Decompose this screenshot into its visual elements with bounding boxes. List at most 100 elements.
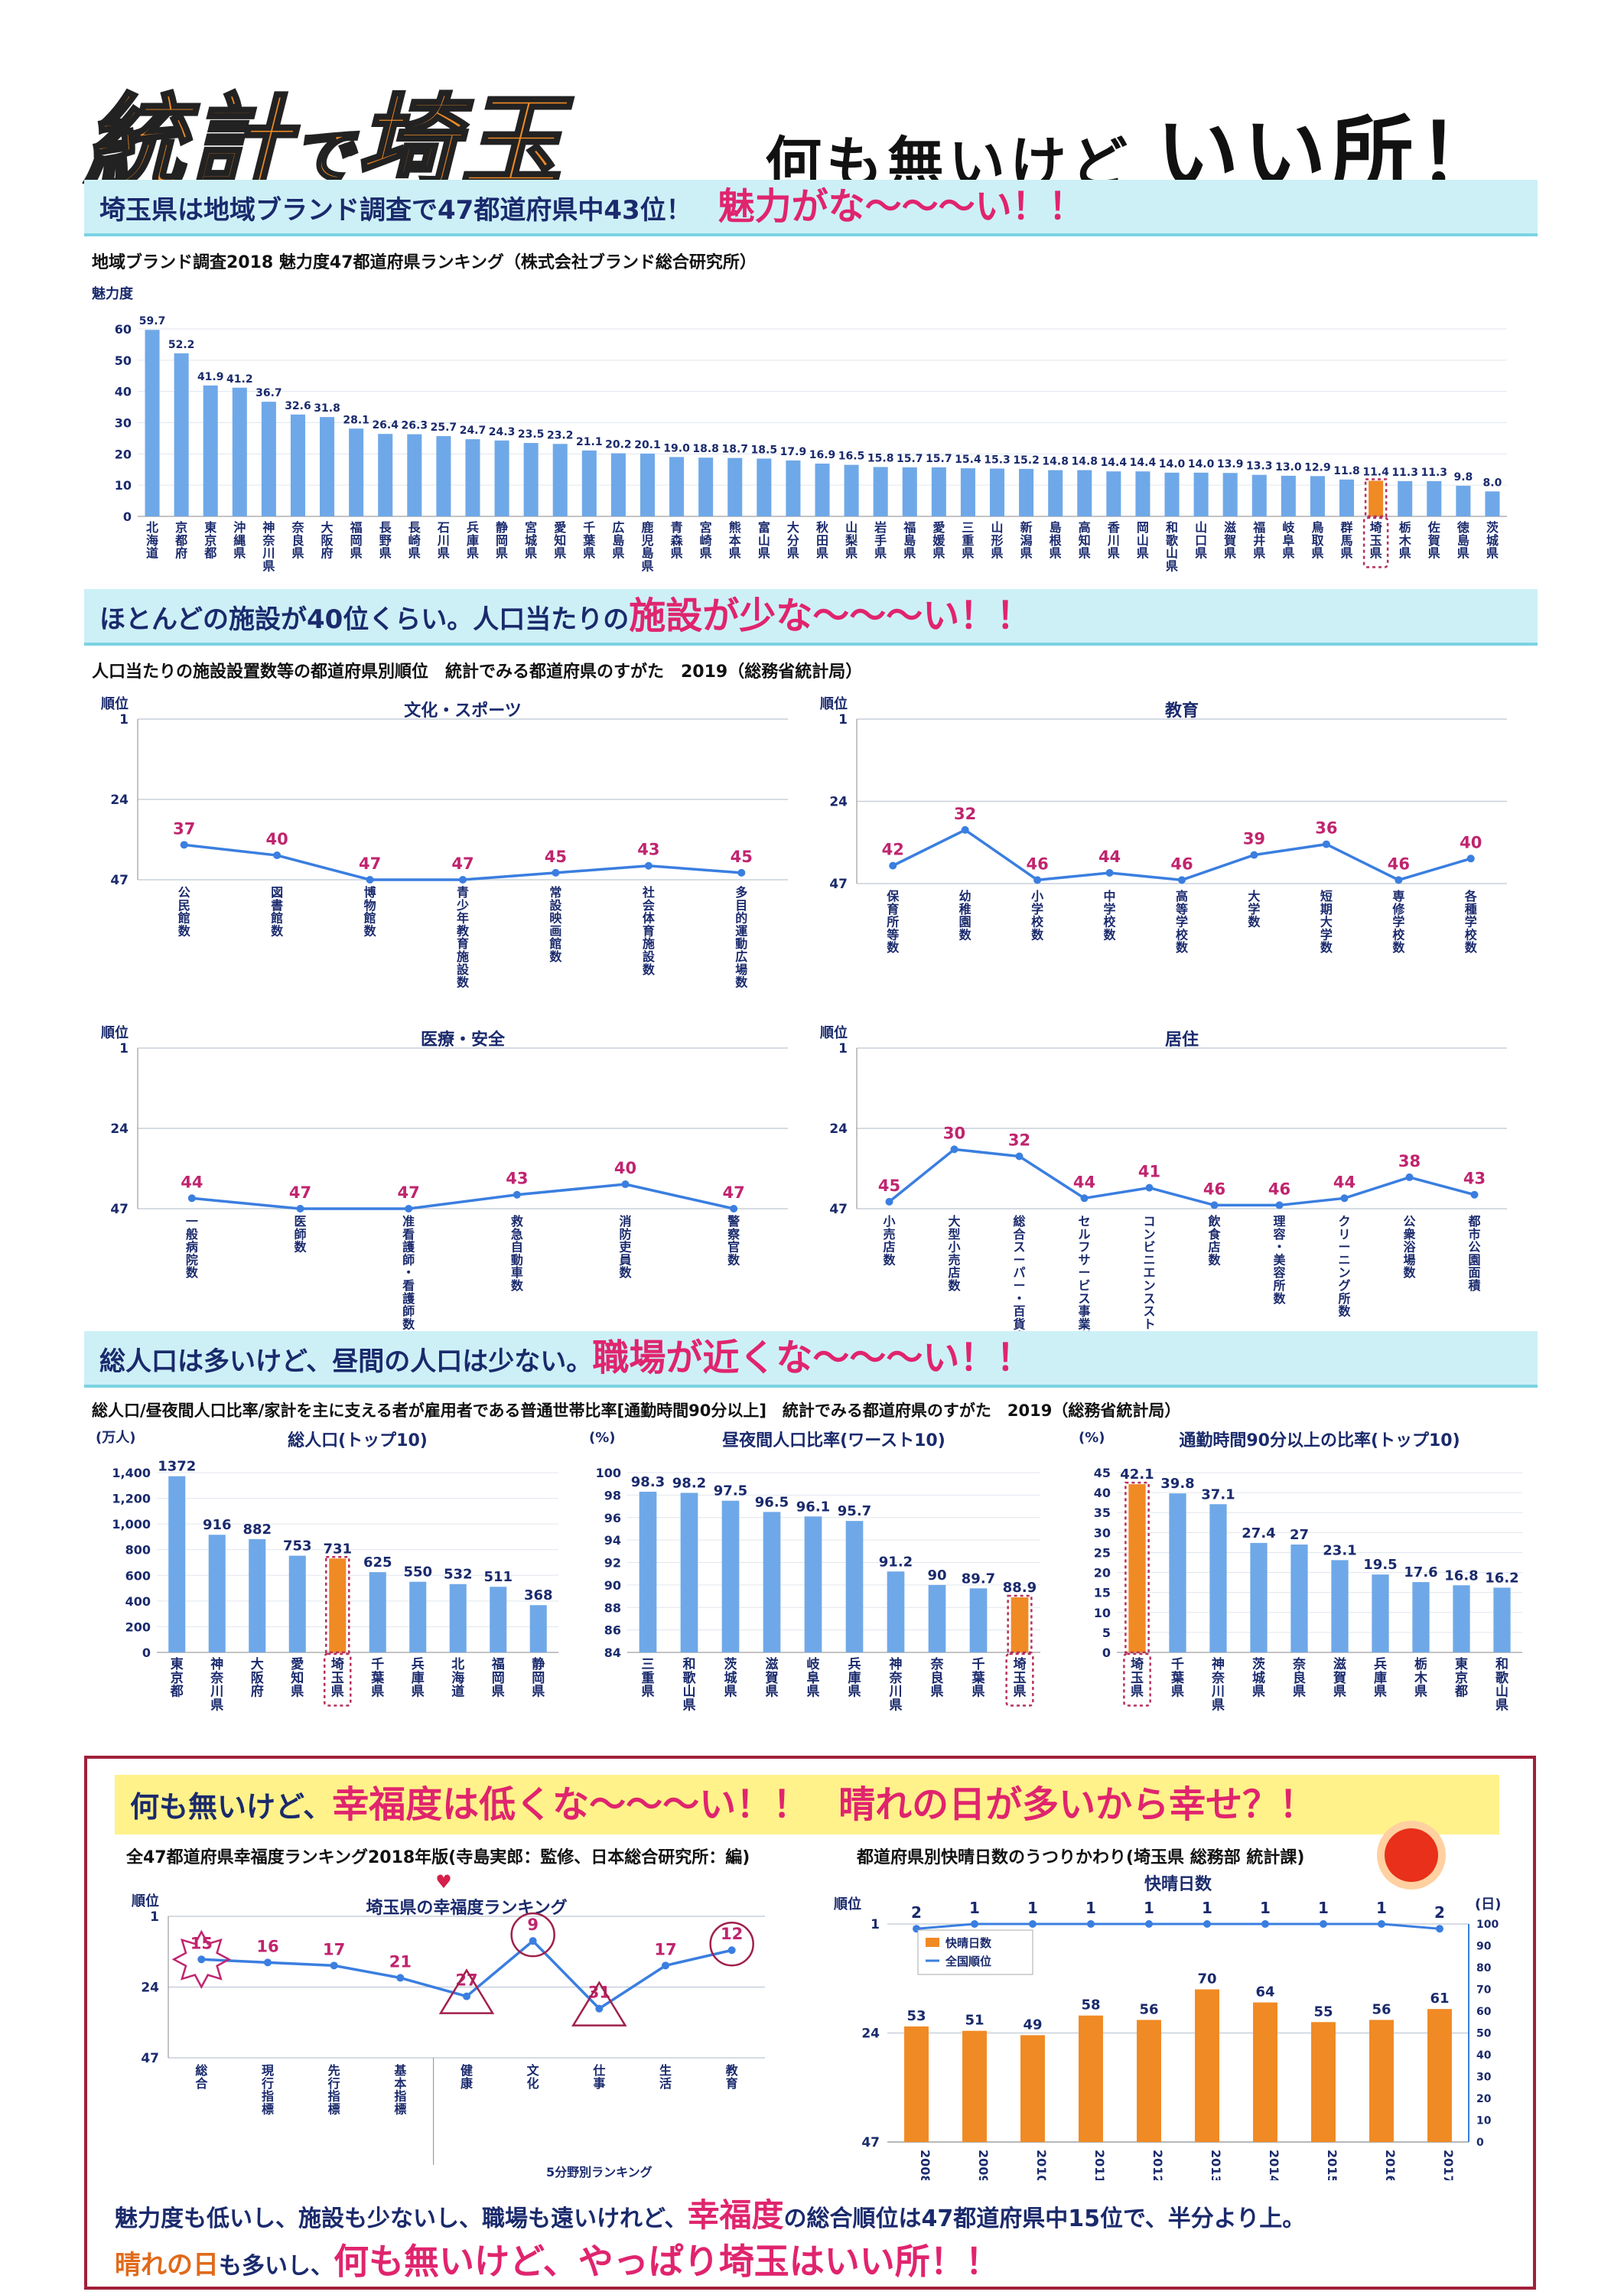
section1-banner-highlight: 魅力がな〜〜〜い！！ <box>718 185 1085 228</box>
data-point <box>1105 868 1114 877</box>
data-label: 23.5 <box>518 428 545 441</box>
data-label: 18.5 <box>751 444 778 456</box>
data-label: 19.5 <box>1363 1557 1397 1573</box>
data-label: 70 <box>1197 1971 1216 1987</box>
bar <box>1077 470 1092 516</box>
x-tick-label: 島根県 <box>1050 520 1062 561</box>
x-tick-label: 岐阜県 <box>807 1656 821 1700</box>
data-label: 11.3 <box>1421 467 1448 479</box>
right-tick-label: 50 <box>1476 2028 1492 2040</box>
data-label: 26.4 <box>372 419 399 431</box>
x-tick-label: 東京都 <box>203 520 216 561</box>
rank-label: 1 <box>1202 1899 1212 1917</box>
data-label: 14.4 <box>1130 457 1157 469</box>
x-tick-label: 秋田県 <box>816 520 829 561</box>
bar <box>989 468 1005 516</box>
rank-label: 1 <box>1376 1899 1387 1917</box>
y-tick-label: 45 <box>1094 1466 1111 1480</box>
data-point <box>1210 1201 1219 1209</box>
y-tick-label: 25 <box>1094 1545 1111 1560</box>
data-label: 51 <box>965 2013 984 2029</box>
data-point <box>1395 876 1403 884</box>
rank-label: 1 <box>1318 1899 1329 1917</box>
bar <box>168 1476 186 1652</box>
bar <box>1195 1989 1219 2142</box>
conclusion1-highlight: 幸福度 <box>687 2196 784 2234</box>
rank-label: 1 <box>1027 1899 1038 1917</box>
data-label: 14.8 <box>1042 456 1069 468</box>
data-label: 17.9 <box>780 446 807 458</box>
data-label: 17 <box>323 1940 345 1958</box>
data-label: 97.5 <box>714 1483 747 1499</box>
data-label: 91.2 <box>879 1554 913 1570</box>
y-axis-label: 順位 <box>132 1893 159 1909</box>
x-tick-label: 千葉県 <box>971 1657 986 1700</box>
data-label: 44 <box>1333 1173 1356 1191</box>
x-tick-label: 佐賀県 <box>1427 520 1440 561</box>
bar <box>494 440 509 516</box>
data-label: 18.7 <box>721 444 748 456</box>
y-tick-label: 35 <box>1094 1506 1111 1520</box>
x-tick-label: 愛知県 <box>554 520 566 561</box>
data-label: 13.0 <box>1275 461 1302 474</box>
y-tick-label: 94 <box>604 1533 621 1548</box>
x-tick-label: 神奈川県 <box>262 520 275 573</box>
x-tick-label: 准看護師・看護師数 <box>402 1214 415 1331</box>
y-tick-label: 15 <box>1094 1586 1111 1600</box>
data-point <box>1250 851 1258 859</box>
data-label: 19.0 <box>663 442 690 454</box>
y-tick-label: 84 <box>604 1646 621 1660</box>
data-label: 45 <box>545 848 567 866</box>
bar <box>203 385 218 516</box>
bar <box>1019 468 1034 516</box>
chart-title: 医療・安全 <box>421 1030 506 1050</box>
data-point <box>463 1992 470 2000</box>
series-line <box>888 1148 1475 1207</box>
happiness-ranking-chart: ♥埼玉県の幸福度ランキング順位1244715総合16現行指標17先行指標21基本… <box>132 1871 765 2179</box>
conclusion2-text: も多いし、 <box>219 2253 334 2280</box>
section2-banner-highlight: 施設が少な〜〜〜い！！ <box>629 594 1033 637</box>
y-tick-label: 86 <box>604 1623 621 1638</box>
data-label: 625 <box>363 1554 392 1571</box>
x-tick-label: 山梨県 <box>845 520 858 561</box>
x-tick-label: 一般病院数 <box>186 1214 199 1280</box>
rank-label: 1 <box>969 1899 980 1917</box>
bar <box>1106 471 1121 516</box>
data-label: 532 <box>444 1567 473 1583</box>
data-label: 44 <box>1073 1173 1095 1191</box>
bar <box>232 387 247 516</box>
x-tick-label: 山形県 <box>991 520 1004 561</box>
bar <box>490 1587 507 1652</box>
x-tick-label: 愛知県 <box>290 1656 304 1700</box>
bar <box>1209 1504 1227 1652</box>
x-tick-label: 常設映画館数 <box>549 885 562 964</box>
x-tick-label: 小学校数 <box>1031 889 1044 942</box>
section4-banner-text: 何も無いけど、 <box>130 1790 333 1824</box>
bar <box>639 1491 657 1652</box>
bar <box>873 467 888 516</box>
y-tick-label: 40 <box>115 385 132 399</box>
left-tick-label: 47 <box>861 2135 880 2150</box>
section2-banner: ほとんどの施設が40位くらい。人口当たりの施設が少な〜〜〜い！！ <box>84 589 1538 646</box>
data-point <box>730 1205 738 1213</box>
data-label: 42 <box>882 841 904 859</box>
data-point <box>1470 1190 1479 1199</box>
x-tick-label: 高等学校数 <box>1175 889 1189 955</box>
data-label: 511 <box>483 1569 513 1585</box>
section3-banner-highlight: 職場が近くな〜〜〜い！！ <box>592 1336 1033 1379</box>
x-tick-label: 基本指標 <box>393 2063 407 2116</box>
y-tick-label: 1,200 <box>112 1492 151 1506</box>
x-tick-label: 中学校数 <box>1104 889 1117 942</box>
x-tick-label: 群馬県 <box>1341 520 1353 561</box>
data-point <box>1178 876 1186 884</box>
bar <box>721 1500 740 1652</box>
x-tick-label: 現行指標 <box>261 2063 274 2116</box>
data-label: 32 <box>954 805 976 823</box>
x-tick-label: 鹿児島県 <box>640 520 653 573</box>
bar <box>1281 475 1296 516</box>
data-point <box>1322 840 1330 848</box>
data-label: 47 <box>359 855 381 873</box>
y-tick-label: 47 <box>141 2051 159 2066</box>
data-point <box>264 1958 272 1967</box>
data-label: 47 <box>451 855 474 873</box>
